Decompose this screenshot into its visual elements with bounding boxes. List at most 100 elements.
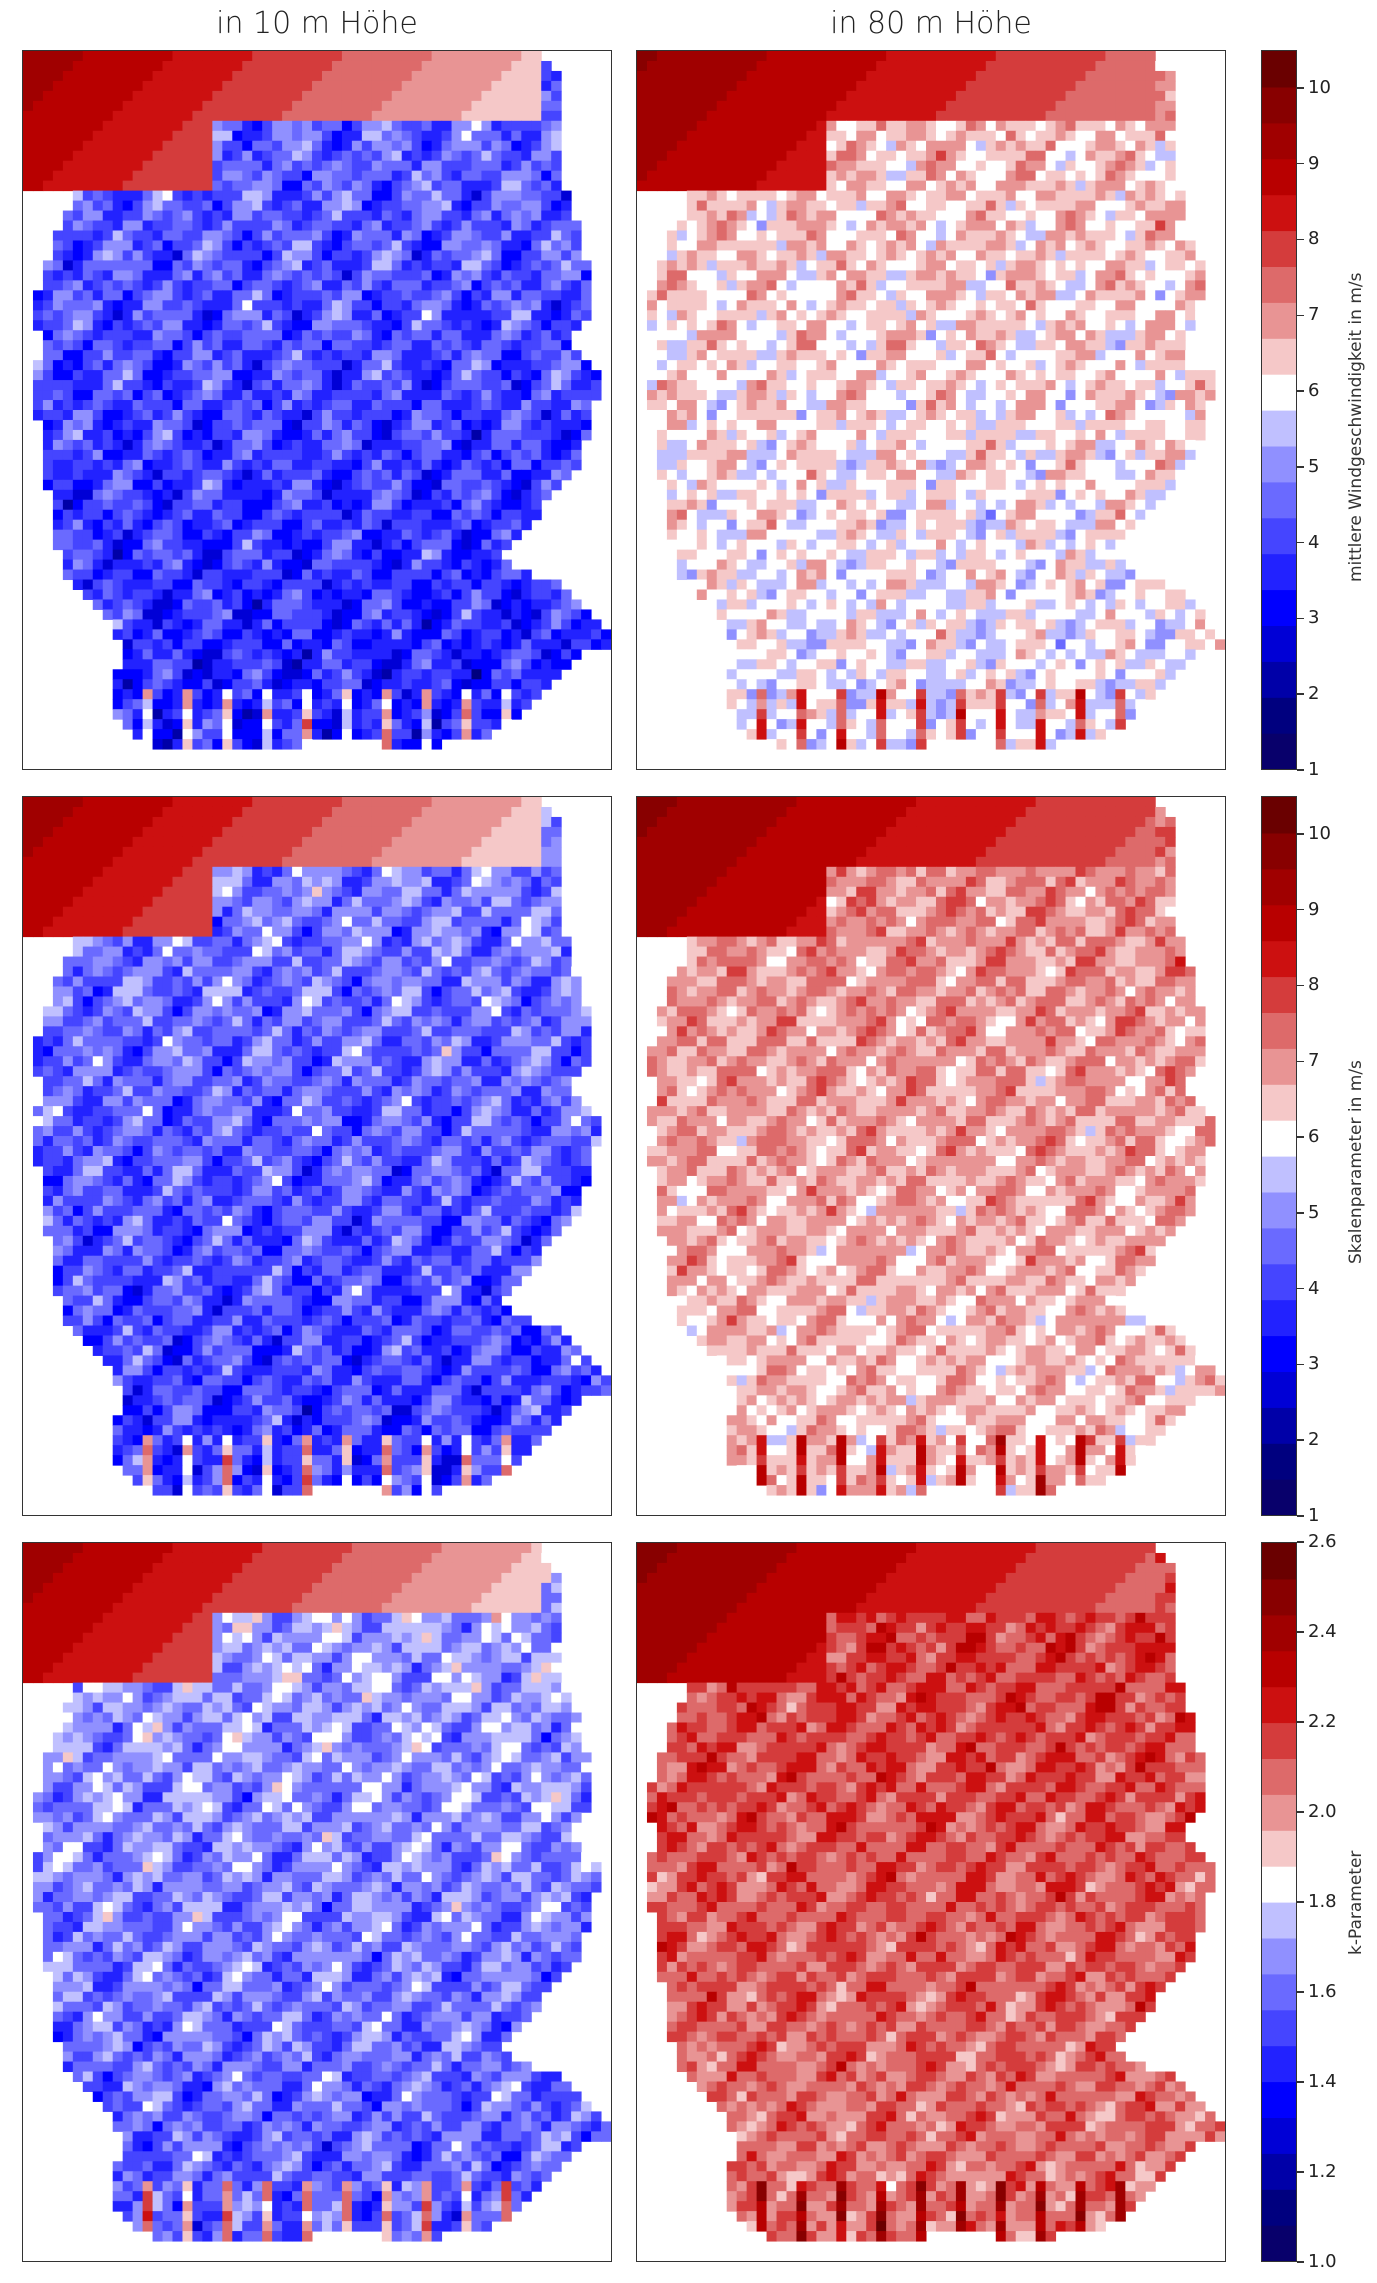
heatmap-cell xyxy=(1035,250,1047,261)
heatmap-cell xyxy=(995,170,1007,182)
heatmap-cell xyxy=(341,439,353,451)
heatmap-cell xyxy=(561,310,572,321)
heatmap-cell xyxy=(766,90,778,102)
heatmap-cell xyxy=(1115,270,1126,281)
heatmap-cell xyxy=(451,120,463,132)
heatmap-cell xyxy=(312,429,323,441)
heatmap-cell xyxy=(321,569,333,581)
heatmap-cell xyxy=(796,240,807,251)
heatmap-cell xyxy=(302,60,313,72)
heatmap-cell xyxy=(926,290,937,301)
heatmap-cell xyxy=(242,719,253,730)
heatmap-cell xyxy=(551,110,562,122)
heatmap-cell xyxy=(62,419,74,431)
heatmap-cell xyxy=(381,699,393,710)
heatmap-cell xyxy=(1095,230,1106,241)
heatmap-cell xyxy=(541,350,552,361)
heatmap-cell xyxy=(62,340,74,351)
heatmap-cell xyxy=(756,280,768,291)
heatmap-cell xyxy=(52,80,64,92)
heatmap-cell xyxy=(955,210,967,222)
heatmap-cell xyxy=(985,130,997,142)
heatmap-cell xyxy=(292,479,303,491)
heatmap-cell xyxy=(886,300,897,311)
heatmap-cell xyxy=(292,240,303,251)
heatmap-cell xyxy=(82,310,94,321)
heatmap-cell xyxy=(162,51,173,62)
heatmap-cell xyxy=(42,60,54,72)
heatmap-cell xyxy=(656,51,668,62)
heatmap-cell xyxy=(102,90,114,102)
heatmap-cell xyxy=(491,589,502,600)
heatmap-cell xyxy=(282,609,293,620)
heatmap-cell xyxy=(262,250,273,261)
heatmap-cell xyxy=(1085,170,1096,182)
heatmap-cell xyxy=(637,170,648,182)
heatmap-cell xyxy=(302,190,313,202)
heatmap-cell xyxy=(531,110,542,122)
heatmap-cell xyxy=(531,60,542,72)
heatmap-cell xyxy=(571,400,582,411)
heatmap-cell xyxy=(341,729,353,740)
heatmap-cell xyxy=(1085,110,1096,122)
heatmap-cell xyxy=(222,240,233,251)
heatmap-cell xyxy=(1035,210,1047,222)
heatmap-cell xyxy=(242,449,253,461)
heatmap-cell xyxy=(82,120,94,132)
heatmap-cell xyxy=(202,260,213,271)
heatmap-cell xyxy=(351,230,363,241)
heatmap-cell xyxy=(341,429,353,441)
heatmap-cell xyxy=(371,51,383,62)
heatmap-cell xyxy=(122,140,134,152)
heatmap-cell xyxy=(242,330,253,341)
heatmap-cell xyxy=(391,449,403,461)
heatmap-cell xyxy=(331,60,343,72)
heatmap-cell xyxy=(222,330,233,341)
heatmap-cell xyxy=(152,439,164,451)
heatmap-cell xyxy=(746,80,758,92)
heatmap-cell xyxy=(112,140,124,152)
heatmap-cell xyxy=(491,649,502,660)
heatmap-cell xyxy=(152,649,164,660)
heatmap-cell xyxy=(341,300,353,311)
heatmap-cell xyxy=(152,250,164,261)
heatmap-cell xyxy=(491,529,502,541)
heatmap-cell xyxy=(302,499,313,511)
heatmap-cell xyxy=(501,469,512,481)
heatmap-cell xyxy=(52,340,64,351)
heatmap-cell xyxy=(1105,270,1116,281)
heatmap-cell xyxy=(1125,310,1136,321)
heatmap-cell xyxy=(1065,90,1077,102)
heatmap-cell xyxy=(1115,140,1126,152)
heatmap-cell xyxy=(1175,200,1186,212)
heatmap-cell xyxy=(696,300,708,311)
heatmap-cell xyxy=(501,669,512,680)
heatmap-cell xyxy=(321,559,333,571)
heatmap-cell xyxy=(142,320,154,331)
heatmap-cell xyxy=(511,659,522,670)
heatmap-cell xyxy=(282,380,293,391)
heatmap-cell xyxy=(292,190,303,202)
heatmap-cell xyxy=(521,210,532,222)
heatmap-cell xyxy=(282,260,293,271)
heatmap-cell xyxy=(381,130,393,142)
heatmap-cell xyxy=(82,140,94,152)
heatmap-cell xyxy=(152,100,164,112)
heatmap-cell xyxy=(162,270,173,281)
heatmap-cell xyxy=(571,230,582,241)
heatmap-cell xyxy=(451,539,463,551)
heatmap-cell xyxy=(1155,170,1166,182)
heatmap-cell xyxy=(1085,100,1096,112)
heatmap-cell xyxy=(846,200,857,212)
heatmap-cell xyxy=(965,60,977,72)
heatmap-cell xyxy=(637,110,648,122)
heatmap-cell xyxy=(766,180,778,192)
heatmap-cell xyxy=(676,51,688,62)
heatmap-cell xyxy=(471,51,482,62)
heatmap-cell xyxy=(82,240,94,251)
heatmap-cell xyxy=(172,210,183,222)
heatmap-cell xyxy=(491,689,502,700)
heatmap-cell xyxy=(361,689,373,700)
heatmap-cell xyxy=(172,330,183,341)
heatmap-cell xyxy=(501,529,512,541)
